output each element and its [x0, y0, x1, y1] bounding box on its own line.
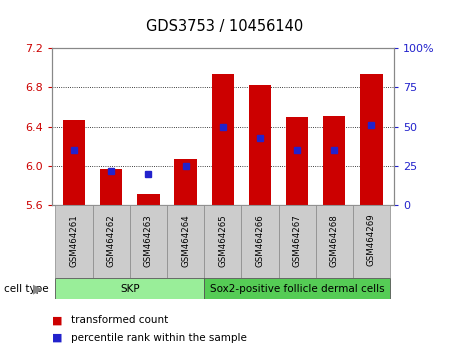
Text: GSM464266: GSM464266 [256, 214, 265, 267]
Text: transformed count: transformed count [71, 315, 168, 325]
Text: GSM464264: GSM464264 [181, 214, 190, 267]
Bar [241, 205, 279, 278]
Bar [100, 169, 122, 205]
Text: GSM464263: GSM464263 [144, 214, 153, 267]
Bar [137, 194, 160, 205]
Text: GDS3753 / 10456140: GDS3753 / 10456140 [146, 19, 304, 34]
Bar [286, 117, 308, 205]
Bar [204, 205, 241, 278]
Text: GSM464269: GSM464269 [367, 214, 376, 267]
Bar [63, 120, 85, 205]
Text: GSM464267: GSM464267 [292, 214, 302, 267]
Bar [204, 278, 390, 299]
Bar [249, 85, 271, 205]
Bar [167, 205, 204, 278]
Text: ▶: ▶ [33, 282, 42, 295]
Text: percentile rank within the sample: percentile rank within the sample [71, 333, 247, 343]
Bar [175, 159, 197, 205]
Text: ■: ■ [52, 315, 62, 325]
Bar [360, 74, 382, 205]
Bar [93, 205, 130, 278]
Text: SKP: SKP [120, 284, 140, 293]
Text: Sox2-positive follicle dermal cells: Sox2-positive follicle dermal cells [210, 284, 384, 293]
Text: GSM464268: GSM464268 [330, 214, 339, 267]
Bar [353, 205, 390, 278]
Text: ■: ■ [52, 333, 62, 343]
Bar [279, 205, 316, 278]
Bar [212, 74, 234, 205]
Bar [55, 278, 204, 299]
Bar [316, 205, 353, 278]
Bar [323, 116, 346, 205]
Text: GSM464262: GSM464262 [107, 214, 116, 267]
Text: GSM464261: GSM464261 [70, 214, 79, 267]
Text: GSM464265: GSM464265 [218, 214, 227, 267]
Bar [55, 205, 93, 278]
Bar [130, 205, 167, 278]
Text: cell type: cell type [4, 284, 49, 293]
